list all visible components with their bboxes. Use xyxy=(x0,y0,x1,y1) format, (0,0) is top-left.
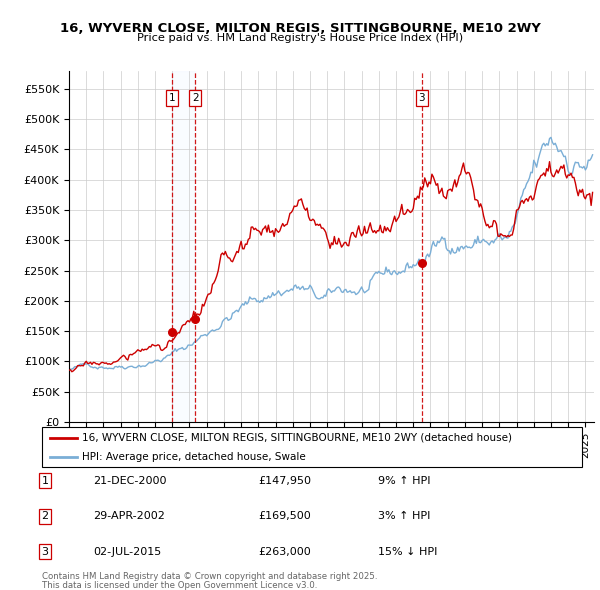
Text: 16, WYVERN CLOSE, MILTON REGIS, SITTINGBOURNE, ME10 2WY: 16, WYVERN CLOSE, MILTON REGIS, SITTINGB… xyxy=(59,22,541,35)
Text: 1: 1 xyxy=(41,476,49,486)
Text: Contains HM Land Registry data © Crown copyright and database right 2025.: Contains HM Land Registry data © Crown c… xyxy=(42,572,377,581)
Text: 3: 3 xyxy=(419,93,425,103)
Text: Price paid vs. HM Land Registry's House Price Index (HPI): Price paid vs. HM Land Registry's House … xyxy=(137,33,463,43)
FancyBboxPatch shape xyxy=(42,427,582,467)
Text: 3: 3 xyxy=(41,547,49,556)
Text: 21-DEC-2000: 21-DEC-2000 xyxy=(93,476,167,486)
Bar xyxy=(172,71,195,422)
Text: 02-JUL-2015: 02-JUL-2015 xyxy=(93,547,161,556)
Text: This data is licensed under the Open Government Licence v3.0.: This data is licensed under the Open Gov… xyxy=(42,581,317,590)
Text: 3% ↑ HPI: 3% ↑ HPI xyxy=(378,512,430,521)
Text: 15% ↓ HPI: 15% ↓ HPI xyxy=(378,547,437,556)
Text: £147,950: £147,950 xyxy=(258,476,311,486)
Text: 1: 1 xyxy=(169,93,175,103)
Text: 16, WYVERN CLOSE, MILTON REGIS, SITTINGBOURNE, ME10 2WY (detached house): 16, WYVERN CLOSE, MILTON REGIS, SITTINGB… xyxy=(83,433,512,443)
Text: 9% ↑ HPI: 9% ↑ HPI xyxy=(378,476,431,486)
Text: HPI: Average price, detached house, Swale: HPI: Average price, detached house, Swal… xyxy=(83,453,306,462)
Text: 2: 2 xyxy=(192,93,199,103)
Text: £169,500: £169,500 xyxy=(258,512,311,521)
Text: 29-APR-2002: 29-APR-2002 xyxy=(93,512,165,521)
Text: £263,000: £263,000 xyxy=(258,547,311,556)
Text: 2: 2 xyxy=(41,512,49,521)
